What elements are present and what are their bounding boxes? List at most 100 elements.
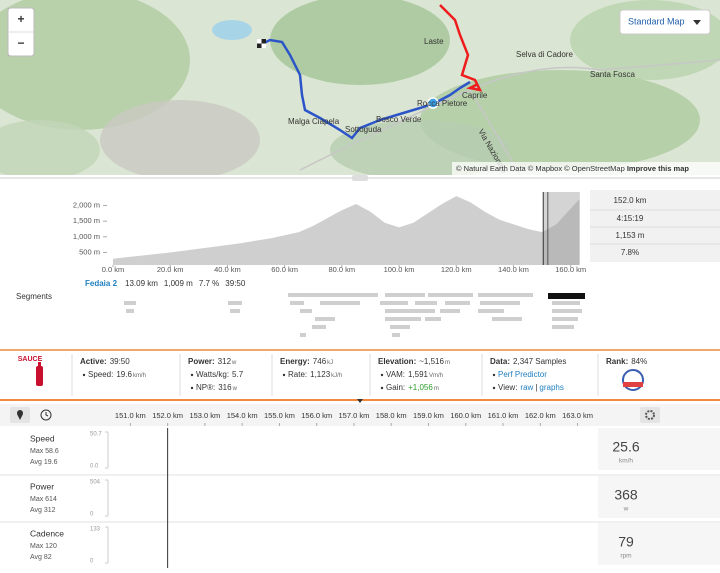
stream-name: Speed: [30, 433, 55, 443]
stream-unit: rpm: [620, 553, 631, 560]
segment-bar: [320, 301, 360, 305]
x-tick-label: 161.0 km: [488, 411, 519, 420]
map[interactable]: [0, 0, 720, 180]
segment-bar: [390, 325, 410, 329]
segment-bar: [492, 317, 522, 321]
x-tick-label: 162.0 km: [525, 411, 556, 420]
map-style-label[interactable]: Standard Map: [628, 16, 685, 26]
text: NP®:: [196, 383, 215, 392]
text: Energy:: [280, 357, 310, 366]
x-tick-label: 156.0 km: [301, 411, 332, 420]
stream-avg: Avg 19.6: [30, 459, 58, 466]
text: ~1,516: [419, 357, 444, 366]
stream-value-box: [598, 428, 720, 470]
zoom-in[interactable]: +: [17, 12, 24, 26]
text: +1,056: [408, 383, 433, 392]
text: 84%: [631, 357, 647, 366]
stat-distance: 152.0 km: [614, 196, 647, 205]
text: 5.7: [232, 370, 244, 379]
text: 7.7 %: [199, 279, 219, 288]
stream-avg: Avg 312: [30, 507, 56, 514]
segment-bar: [315, 317, 335, 321]
text: View: raw | graphs: [498, 383, 564, 392]
text: 13.09 km: [125, 279, 158, 288]
text: Data:: [490, 357, 510, 366]
text: Gain: +1,056m: [386, 383, 439, 392]
segment-bar: [230, 309, 240, 313]
text: © Natural Earth Data © Mapbox © OpenStre…: [456, 164, 625, 173]
x-tick-label: 160.0 km: [555, 265, 586, 274]
segment-bar: [392, 333, 400, 337]
place-label: Sottoguda: [345, 125, 382, 134]
text: VAM:: [386, 370, 405, 379]
x-tick-label: 100.0 km: [384, 265, 415, 274]
text: 1,591: [408, 370, 429, 379]
segment-bar: [552, 325, 574, 329]
x-tick-label: 154.0 km: [227, 411, 258, 420]
text: 312: [218, 357, 232, 366]
place-label: Rocca Pietore: [417, 99, 468, 108]
segment-bar: [380, 301, 408, 305]
text: Energy: 746kJ: [280, 357, 333, 366]
sauce-brand: SAUCE: [18, 356, 43, 363]
place-label: Selva di Cadore: [516, 50, 573, 59]
stream-current: 368: [614, 487, 638, 503]
segment-bar: [478, 309, 504, 313]
x-tick-label: 20.0 km: [157, 265, 184, 274]
y-tick-label: 0: [90, 512, 94, 518]
x-tick-label: 60.0 km: [271, 265, 298, 274]
y-tick-label: 2,000 m: [73, 201, 100, 210]
segment-bar: [124, 301, 136, 305]
text: Rate:: [288, 370, 307, 379]
stream-unit: km/h: [619, 458, 633, 465]
segment-bars: [124, 293, 585, 337]
text: 746: [313, 357, 327, 366]
y-tick-label: 50.7: [90, 432, 102, 438]
segment-bar: [440, 309, 460, 313]
text: 316: [218, 383, 232, 392]
stream-current: 25.6: [612, 439, 639, 455]
stream-charts: 151.0 km 152.0 km 153.0 km 154.0 km 155.0 km…: [0, 411, 720, 568]
zoom-out[interactable]: −: [17, 36, 24, 50]
text: Active: 39:50: [80, 357, 130, 366]
x-tick-label: 40.0 km: [214, 265, 241, 274]
zoom-control: + −: [7, 7, 35, 57]
text: Watts/kg: 5.7: [196, 370, 244, 379]
segments-label: Segments: [16, 292, 52, 301]
x-tick-label: 152.0 km: [152, 411, 183, 420]
text: km/h: [133, 373, 146, 379]
x-tick-label: 80.0 km: [329, 265, 356, 274]
stream-current: 79: [618, 534, 634, 550]
stream-avg: Avg 82: [30, 554, 52, 561]
segment-bar: [552, 301, 580, 305]
segment-bar: [126, 309, 134, 313]
y-tick-label: 504: [90, 480, 101, 486]
text: 1,009 m: [164, 279, 193, 288]
attribution: © Natural Earth Data © Mapbox © OpenStre…: [456, 164, 689, 173]
place-label: Bosco Verde: [376, 115, 422, 124]
stream-value-box: [598, 476, 720, 518]
segment-bar: [425, 317, 441, 321]
perf-predictor-link[interactable]: Perf Predictor: [498, 370, 547, 379]
text: NP®: 316w: [196, 383, 238, 392]
stat-grade: 7.8%: [621, 248, 639, 257]
text: 2,347 Samples: [513, 357, 566, 366]
x-tick-label: 160.0 km: [450, 411, 481, 420]
text: Improve this map: [627, 164, 690, 173]
x-tick-label: 120.0 km: [441, 265, 472, 274]
segment-bar-active: [548, 293, 585, 299]
stream-max: Max 58.6: [30, 448, 59, 455]
text: kJ/h: [331, 373, 342, 379]
text: 39:50: [110, 357, 131, 366]
segment-bar: [415, 301, 437, 305]
segment-bar: [445, 301, 470, 305]
segment-bar: [385, 317, 421, 321]
elevation-stats: 152.0 km 4:15:19 1,153 m 7.8%: [590, 196, 720, 257]
x-tick-label: 140.0 km: [498, 265, 529, 274]
text: 19.6: [116, 370, 132, 379]
text: kJ: [327, 360, 333, 366]
segment-bar: [300, 333, 306, 337]
text: Power:: [188, 357, 215, 366]
map-style-button[interactable]: Standard Map: [619, 9, 711, 35]
